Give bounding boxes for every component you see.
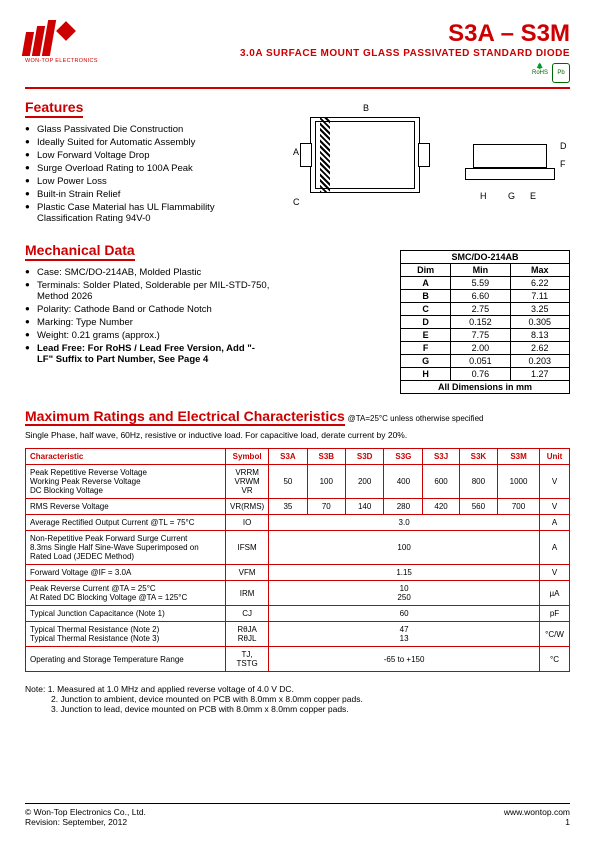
package-side-view <box>465 144 555 184</box>
footer-url: www.wontop.com <box>504 807 570 817</box>
cathode-band-icon <box>320 117 330 193</box>
mechanical-item: Polarity: Cathode Band or Cathode Notch <box>37 304 270 315</box>
mechanical-list: Case: SMC/DO-214AB, Molded Plastic Termi… <box>25 267 270 365</box>
dim-row: A5.596.22 <box>401 277 570 290</box>
elec-row: Typical Junction Capacitance (Note 1)CJ6… <box>26 606 570 622</box>
dim-b: B <box>363 103 369 113</box>
dim-table-title: SMC/DO-214AB <box>401 251 570 264</box>
dim-c: C <box>293 197 300 207</box>
elec-row: Operating and Storage Temperature RangeT… <box>26 647 570 672</box>
dim-a: A <box>293 147 299 157</box>
footer-left: © Won-Top Electronics Co., Ltd. Revision… <box>25 807 146 827</box>
dimension-table: SMC/DO-214AB Dim Min Max A5.596.22 B6.60… <box>400 250 570 394</box>
mechanical-item: Weight: 0.21 grams (approx.) <box>37 330 270 341</box>
title-block: S3A – S3M 3.0A SURFACE MOUNT GLASS PASSI… <box>240 20 570 83</box>
part-subtitle: 3.0A SURFACE MOUNT GLASS PASSIVATED STAN… <box>240 48 570 59</box>
feature-item: Low Forward Voltage Drop <box>37 150 270 161</box>
part-title: S3A – S3M <box>240 20 570 48</box>
dim-table-footer: All Dimensions in mm <box>401 381 570 394</box>
pb-free-icon: Pb <box>552 63 570 83</box>
notes-section: Note: 1. Measured at 1.0 MHz and applied… <box>25 684 570 714</box>
mechanical-col: Mechanical Data Case: SMC/DO-214AB, Mold… <box>25 242 270 394</box>
package-top-inner <box>315 121 415 189</box>
logo-block: WON-TOP ELECTRONICS <box>25 20 98 64</box>
company-name: WON-TOP ELECTRONICS <box>25 58 98 64</box>
feature-item: Built-in Strain Relief <box>37 189 270 200</box>
notes-label: Note: 1. Measured at 1.0 MHz and applied… <box>51 684 570 694</box>
elec-header-row: Characteristic Symbol S3A S3B S3D S3G S3… <box>26 449 570 465</box>
features-row: Features Glass Passivated Die Constructi… <box>25 99 570 226</box>
elec-row: Peak Repetitive Reverse Voltage Working … <box>26 465 570 499</box>
dim-row: G0.0510.203 <box>401 355 570 368</box>
elec-row: Non-Repetitive Peak Forward Surge Curren… <box>26 531 570 565</box>
note-item: 3. Junction to lead, device mounted on P… <box>51 704 570 714</box>
feature-item: Glass Passivated Die Construction <box>37 124 270 135</box>
dim-col-max: Max <box>510 264 569 277</box>
dim-row: C2.753.25 <box>401 303 570 316</box>
compliance-icons: 🌲RoHS Pb <box>240 63 570 83</box>
package-lead-left <box>300 143 312 167</box>
revision: Revision: September, 2012 <box>25 817 146 827</box>
mechanical-item: Terminals: Solder Plated, Solderable per… <box>37 280 270 302</box>
elec-row: Forward Voltage @IF = 3.0AVFM1.15V <box>26 565 570 581</box>
mechanical-row: Mechanical Data Case: SMC/DO-214AB, Mold… <box>25 242 570 394</box>
dim-d: D <box>560 141 567 151</box>
dim-row: E7.758.13 <box>401 329 570 342</box>
page-number: 1 <box>504 817 570 827</box>
dim-row: B6.607.11 <box>401 290 570 303</box>
mechanical-item: Marking: Type Number <box>37 317 270 328</box>
ratings-title: Maximum Ratings and Electrical Character… <box>25 408 345 426</box>
note-item: 2. Junction to ambient, device mounted o… <box>51 694 570 704</box>
mechanical-title: Mechanical Data <box>25 242 135 261</box>
electrical-table: Characteristic Symbol S3A S3B S3D S3G S3… <box>25 448 570 672</box>
logo <box>25 20 73 56</box>
feature-item: Low Power Loss <box>37 176 270 187</box>
dim-col-dim: Dim <box>401 264 451 277</box>
elec-row: Peak Reverse Current @TA = 25°C At Rated… <box>26 581 570 606</box>
dim-g: G <box>508 191 515 201</box>
dimension-table-col: SMC/DO-214AB Dim Min Max A5.596.22 B6.60… <box>285 242 570 394</box>
rohs-icon: 🌲RoHS <box>532 63 548 83</box>
dim-row: H0.761.27 <box>401 368 570 381</box>
mechanical-item: Case: SMC/DO-214AB, Molded Plastic <box>37 267 270 278</box>
features-title: Features <box>25 99 83 118</box>
mechanical-leadfree: Lead Free: For RoHS / Lead Free Version,… <box>37 343 270 365</box>
ratings-section: Maximum Ratings and Electrical Character… <box>25 408 570 672</box>
header: WON-TOP ELECTRONICS S3A – S3M 3.0A SURFA… <box>25 20 570 83</box>
feature-item: Surge Overload Rating to 100A Peak <box>37 163 270 174</box>
features-col: Features Glass Passivated Die Constructi… <box>25 99 270 226</box>
feature-item: Ideally Suited for Automatic Assembly <box>37 137 270 148</box>
dim-row: F2.002.62 <box>401 342 570 355</box>
package-lead-right <box>418 143 430 167</box>
package-diagram: A B C D E F G H <box>285 99 570 219</box>
features-list: Glass Passivated Die Construction Ideall… <box>25 124 270 224</box>
header-divider <box>25 87 570 89</box>
elec-row: Average Rectified Output Current @TL = 7… <box>26 515 570 531</box>
elec-row: Typical Thermal Resistance (Note 2) Typi… <box>26 622 570 647</box>
copyright: © Won-Top Electronics Co., Ltd. <box>25 807 146 817</box>
dim-col-min: Min <box>451 264 510 277</box>
footer-right: www.wontop.com 1 <box>504 807 570 827</box>
logo-bars-icon <box>22 20 56 56</box>
dim-e: E <box>530 191 536 201</box>
feature-item: Plastic Case Material has UL Flammabilit… <box>37 202 270 224</box>
elec-row: RMS Reverse VoltageVR(RMS)35701402804205… <box>26 499 570 515</box>
ratings-subtext: Single Phase, half wave, 60Hz, resistive… <box>25 430 570 440</box>
ratings-condition: @TA=25°C unless otherwise specified <box>348 414 484 423</box>
logo-accent-icon <box>56 21 76 41</box>
dim-h: H <box>480 191 487 201</box>
dim-row: D0.1520.305 <box>401 316 570 329</box>
dim-f: F <box>560 159 566 169</box>
page-footer: © Won-Top Electronics Co., Ltd. Revision… <box>25 803 570 827</box>
